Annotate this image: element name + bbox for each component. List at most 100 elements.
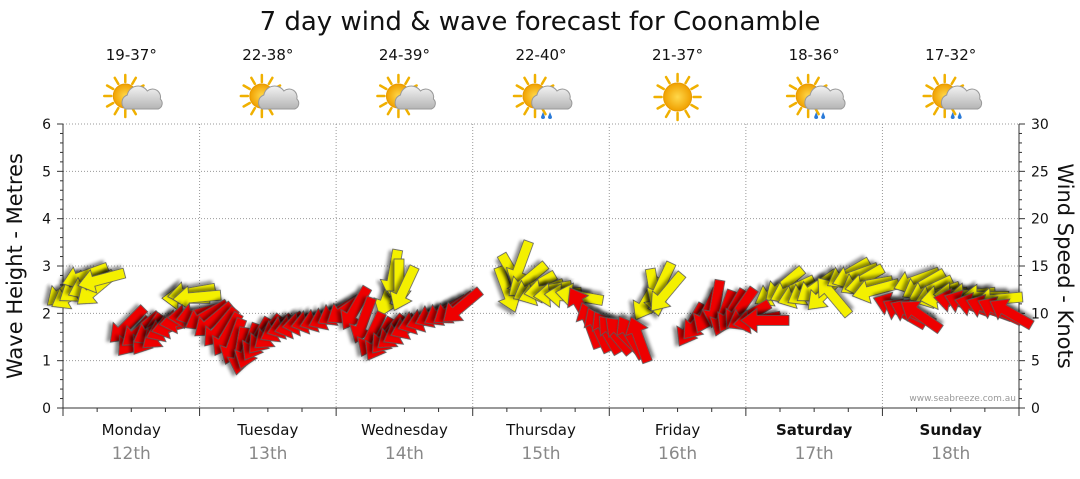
sun-ray [690,84,699,91]
wave-arrow [740,307,790,334]
sun-ray [664,109,671,119]
sun-ray [378,101,388,108]
cloud-shape [121,85,163,110]
weather-icon-shower [512,73,573,119]
sun-ray [131,76,138,86]
sun-ray [656,103,665,110]
rain-drop [950,112,955,119]
weather-row: 19-37° 22-38° 24-39° 22-40° 21-37° 18-36° 17-3… [103,46,983,122]
right-tick-label: 30 [1031,117,1049,133]
weather-icon-partly-cloudy [239,73,300,119]
sun-ray [404,76,411,86]
day-name-label: Thursday [505,421,576,439]
wave-arrow [442,286,484,323]
rain-drop [814,112,819,119]
day-date-label: 12th [112,444,151,464]
rain-drop [548,112,552,119]
sun-ray [796,76,803,86]
cloud-shape [940,85,983,110]
left-tick-label: 3 [42,259,51,275]
weather-icon-partly-cloudy [103,73,163,119]
rain-drop [541,112,545,119]
day-date-label: 17th [795,444,834,464]
day-name-label: Wednesday [361,421,448,439]
sun-ray [788,101,798,108]
left-tick-label: 5 [42,164,51,180]
day-date-label: 14th [385,444,424,464]
temperature-label: 24-39° [379,46,430,64]
sun-ray [250,106,257,116]
sun-ray [386,106,393,116]
right-tick-label: 20 [1031,212,1049,228]
day-name-label: Sunday [920,421,983,439]
cloud-shape [394,85,436,110]
sun-ray [950,76,957,86]
sun-ray [113,76,120,86]
x-axis-labels: Monday 12th Tuesday 13th Wednesday 14th Thursd… [102,421,982,464]
wave-arrow [900,300,944,335]
left-tick-label: 1 [42,354,51,370]
cloud-shape [804,85,846,110]
y-axis-label-left: Wave Height - Metres [3,153,27,379]
left-tick-label: 0 [42,401,51,417]
wind-series [46,239,1024,321]
sun-ray [664,75,671,85]
day-name-label: Tuesday [236,421,298,439]
weather-icon-sunny [653,72,702,122]
day-date-label: 13th [248,444,287,464]
wind-arrow [650,270,687,312]
sun-ray [925,101,934,108]
sun-ray [523,76,530,86]
sun-ray [242,101,251,108]
day-date-label: 16th [658,444,697,464]
sun-ray [684,75,691,85]
sun-ray [267,76,274,86]
right-tick-label: 10 [1031,306,1049,322]
day-name-label: Friday [655,421,701,439]
right-tick-label: 25 [1031,164,1049,180]
cloud-shape [531,85,573,110]
sun-ray [656,84,665,91]
sun-ray [932,106,939,116]
sun-ray [932,76,939,86]
y-axis-label-right: Wind Speed - Knots [1053,163,1077,368]
weather-icon-partly-cloudy [376,73,436,119]
rain-drop [821,112,826,119]
chart-title: 7 day wind & wave forecast for Coonamble [260,7,821,37]
temperature-label: 22-38° [242,46,293,64]
sun-ray [925,84,934,91]
wave-series [109,278,1035,376]
weather-icon-shower [785,73,846,119]
left-tick-label: 6 [42,117,51,133]
right-tick-label: 0 [1031,401,1040,417]
wind-arrow [389,264,420,312]
temperature-label: 19-37° [106,46,157,64]
day-name-label: Monday [102,421,161,439]
sun-ray [242,84,251,91]
sun-ray [250,76,257,86]
sun-ray [684,109,691,119]
sun-ray [378,84,388,91]
temperature-label: 21-37° [652,46,703,64]
left-tick-label: 2 [42,306,51,322]
cloud-shape [258,85,300,110]
wave-arrow [624,316,653,365]
left-tick-label: 4 [42,212,51,228]
wind-arrow [77,267,127,294]
sun-ray [540,76,547,86]
sun-disc [663,82,693,112]
watermark: www.seabreeze.com.au [909,394,1016,404]
weather-icon-shower [922,73,983,119]
temperature-label: 17-32° [925,46,976,64]
sun-ray [690,103,699,110]
rain-drop [957,112,962,119]
day-date-label: 15th [521,444,560,464]
right-tick-label: 5 [1031,354,1040,370]
sun-ray [105,101,115,108]
sun-ray [105,84,115,91]
day-date-label: 18th [931,444,970,464]
sun-ray [386,76,393,86]
sun-ray [113,106,120,116]
